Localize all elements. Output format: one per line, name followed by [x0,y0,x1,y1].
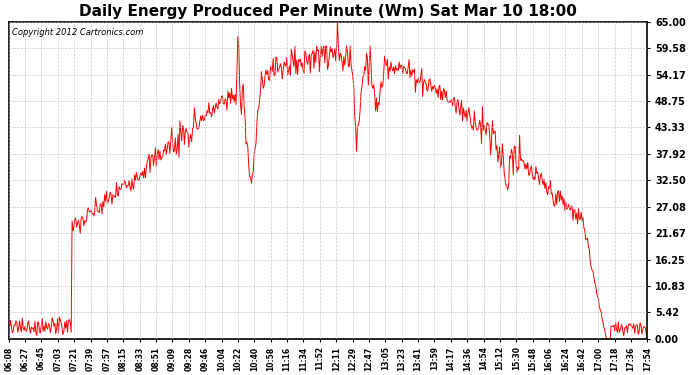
Title: Daily Energy Produced Per Minute (Wm) Sat Mar 10 18:00: Daily Energy Produced Per Minute (Wm) Sa… [79,4,577,19]
Text: Copyright 2012 Cartronics.com: Copyright 2012 Cartronics.com [12,28,144,37]
